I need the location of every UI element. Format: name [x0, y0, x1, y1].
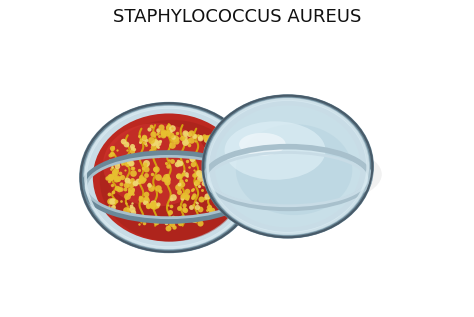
Ellipse shape: [201, 94, 374, 239]
Ellipse shape: [205, 98, 370, 235]
Ellipse shape: [225, 121, 326, 180]
Ellipse shape: [81, 146, 265, 224]
Ellipse shape: [83, 105, 255, 250]
Ellipse shape: [239, 133, 286, 156]
Ellipse shape: [93, 113, 245, 242]
Ellipse shape: [103, 123, 210, 206]
Ellipse shape: [203, 141, 382, 208]
Ellipse shape: [100, 120, 244, 242]
Ellipse shape: [79, 102, 259, 253]
Ellipse shape: [236, 124, 352, 215]
Text: STAPHYLOCOCCUS AUREUS: STAPHYLOCOCCUS AUREUS: [113, 8, 361, 26]
Ellipse shape: [86, 108, 251, 247]
Ellipse shape: [209, 100, 367, 233]
Ellipse shape: [215, 105, 361, 228]
